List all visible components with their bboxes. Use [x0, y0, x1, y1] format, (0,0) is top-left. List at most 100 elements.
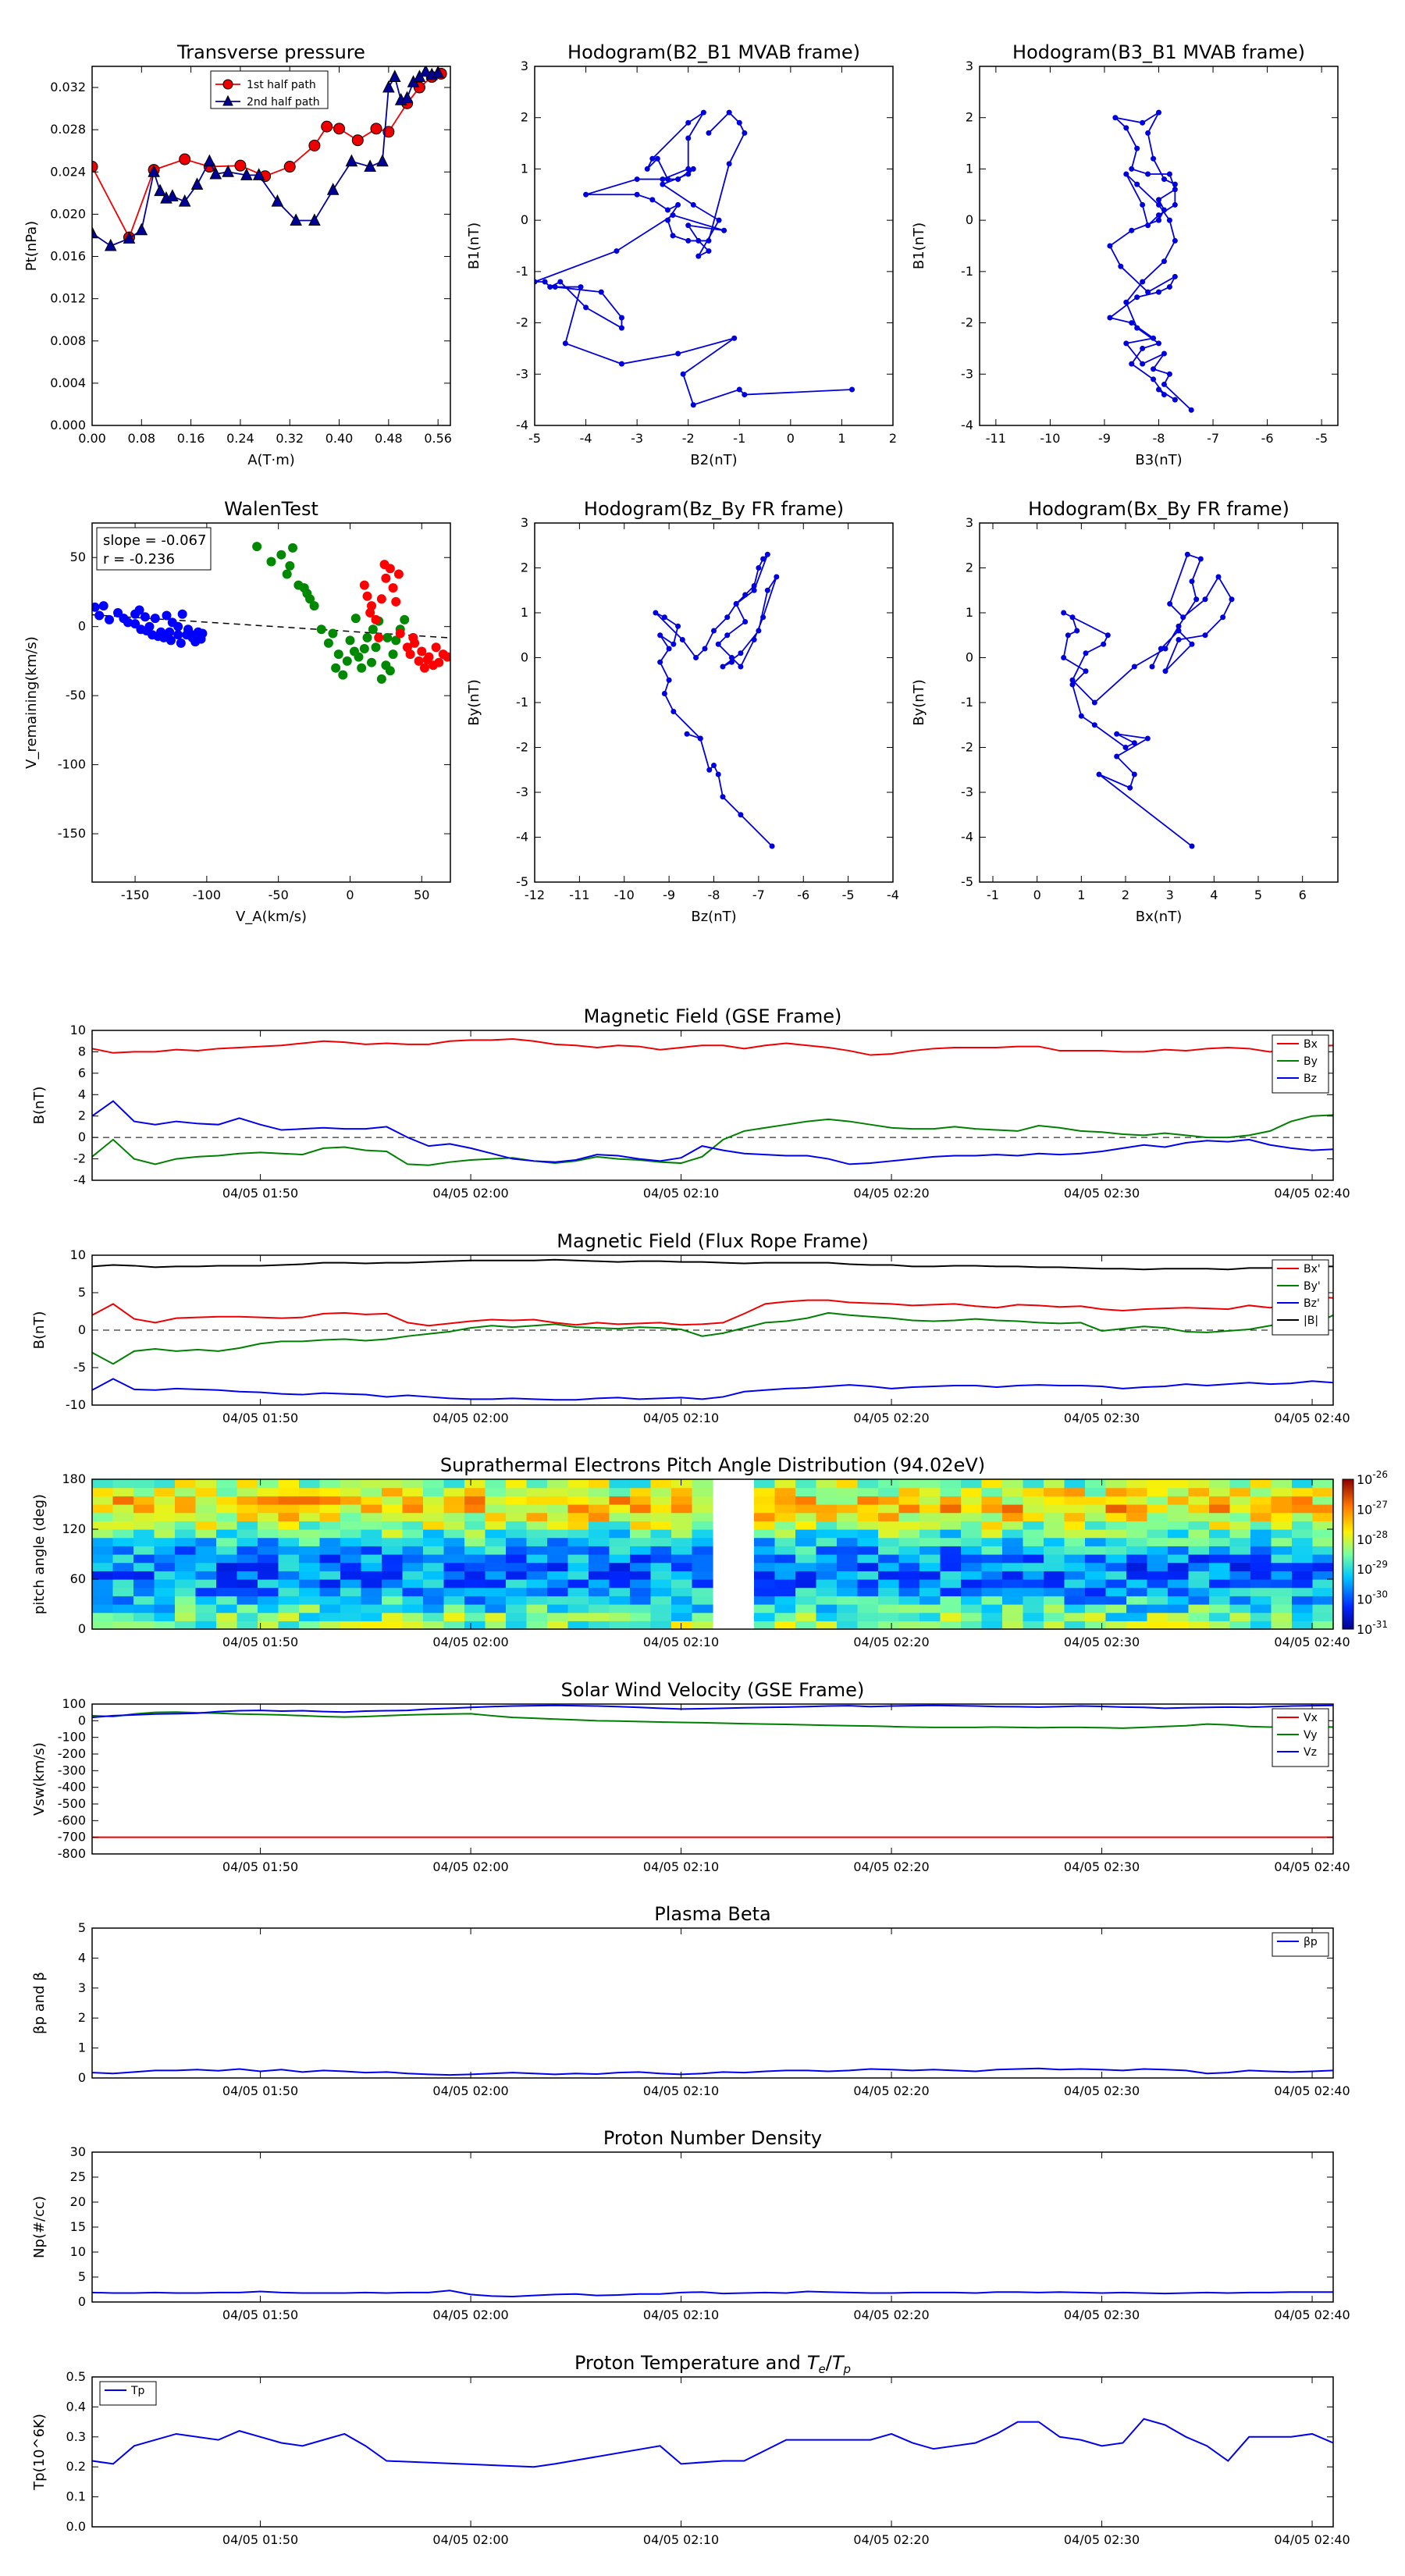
heatmap-cell	[526, 1612, 548, 1621]
heatmap-cell	[423, 1479, 445, 1489]
data-point	[690, 402, 696, 408]
heatmap-cell	[857, 1496, 879, 1505]
data-point	[695, 253, 702, 259]
heatmap-cell	[630, 1512, 652, 1521]
heatmap-cell	[216, 1621, 238, 1629]
heatmap-cell	[857, 1554, 879, 1564]
x-tick-label: 04/05 02:30	[1064, 2083, 1140, 2098]
heatmap-cell	[1002, 1537, 1024, 1546]
x-tick-label: 04/05 02:20	[853, 2307, 929, 2322]
y-tick-label: 0.024	[50, 164, 86, 179]
y-tick-label: 120	[62, 1521, 86, 1536]
heatmap-cell	[837, 1604, 859, 1614]
heatmap-cell	[216, 1596, 238, 1605]
heatmap-cell	[278, 1587, 300, 1596]
heatmap-cell	[485, 1621, 507, 1629]
heatmap-cell	[133, 1571, 155, 1580]
plot-frame	[91, 66, 451, 426]
data-point	[1158, 646, 1164, 652]
heatmap-cell	[1126, 1596, 1148, 1605]
heatmap-cell	[216, 1487, 238, 1496]
data-point	[1176, 623, 1182, 629]
data-point	[176, 638, 186, 648]
heatmap-cell	[382, 1612, 404, 1621]
data-point	[308, 213, 321, 226]
heatmap-cell	[650, 1596, 672, 1605]
heatmap-cell	[1105, 1579, 1127, 1589]
data-point	[1156, 197, 1161, 203]
heatmap-cell	[547, 1546, 569, 1555]
heatmap-cell	[258, 1521, 279, 1530]
heatmap-cell	[443, 1579, 465, 1589]
y-tick-label: -3	[961, 785, 973, 799]
heatmap-cell	[1209, 1579, 1231, 1589]
heatmap-cell	[112, 1571, 134, 1580]
y-tick-label: -400	[58, 1780, 86, 1795]
data-point	[395, 628, 405, 639]
data-point	[1176, 628, 1182, 634]
x-tick-label: 04/05 02:00	[432, 1186, 508, 1201]
heatmap-cell	[1023, 1571, 1044, 1580]
heatmap-cell	[299, 1504, 321, 1514]
y-axis-label: B(nT)	[31, 1087, 48, 1125]
y-tick-label: 5	[78, 2269, 86, 2284]
plot-frame	[979, 522, 1339, 883]
heatmap-cell	[278, 1546, 300, 1555]
heatmap-cell	[1229, 1504, 1251, 1514]
heatmap-cell	[112, 1604, 134, 1614]
heatmap-cell	[340, 1612, 362, 1621]
heatmap-cell	[278, 1604, 300, 1614]
heatmap-cell	[237, 1479, 258, 1489]
heatmap-cell	[1064, 1621, 1086, 1629]
heatmap-cell	[1168, 1521, 1190, 1530]
heatmap-cell	[258, 1546, 279, 1555]
heatmap-cell	[464, 1537, 486, 1546]
heatmap-cell	[898, 1479, 920, 1489]
heatmap-cell	[1229, 1496, 1251, 1505]
y-tick-label: -100	[58, 757, 86, 772]
data-point	[1134, 181, 1140, 187]
data-point	[391, 596, 401, 607]
heatmap-cell	[154, 1596, 176, 1605]
heatmap-cell	[1126, 1487, 1148, 1496]
heatmap-cell	[1168, 1604, 1190, 1614]
heatmap-cell	[567, 1621, 589, 1629]
heatmap-cell	[443, 1512, 465, 1521]
heatmap-cell	[464, 1612, 486, 1621]
data-point	[1096, 771, 1102, 777]
y-axis-label: Np(#/cc)	[31, 2196, 48, 2258]
heatmap-cell	[1250, 1562, 1272, 1571]
heatmap-cell	[1126, 1612, 1148, 1621]
y-axis-label: B(nT)	[31, 1311, 48, 1350]
x-tick-label: 04/05 02:40	[1274, 2532, 1350, 2547]
y-tick-label: 2	[521, 560, 528, 575]
heatmap-cell	[816, 1529, 838, 1539]
heatmap-cell	[1064, 1546, 1086, 1555]
data-point	[702, 646, 708, 652]
heatmap-cell	[1044, 1529, 1065, 1539]
x-tick-label: 04/05 02:30	[1064, 1186, 1140, 1201]
y-axis-label: By(nT)	[466, 679, 482, 725]
heatmap-cell	[609, 1479, 631, 1489]
data-point	[240, 168, 253, 180]
heatmap-cell	[1085, 1496, 1107, 1505]
data-point	[670, 212, 676, 219]
heatmap-cell	[402, 1496, 424, 1505]
heatmap-cell	[526, 1562, 548, 1571]
heatmap-cell	[133, 1546, 155, 1555]
heatmap-cell	[92, 1554, 114, 1564]
heatmap-cell	[423, 1571, 445, 1580]
heatmap-cell	[650, 1579, 672, 1589]
heatmap-cell	[1064, 1479, 1086, 1489]
heatmap-cell	[526, 1621, 548, 1629]
data-point	[1129, 227, 1135, 233]
data-point	[1161, 176, 1167, 183]
heatmap-cell	[609, 1596, 631, 1605]
heatmap-cell	[258, 1604, 279, 1614]
chart-panel: Magnetic Field (GSE Frame)B(nT)04/05 01:…	[31, 1005, 1350, 1201]
heatmap-cell	[402, 1554, 424, 1564]
heatmap-cell	[1188, 1612, 1210, 1621]
heatmap-cell	[1168, 1496, 1190, 1505]
heatmap-cell	[1292, 1479, 1314, 1489]
